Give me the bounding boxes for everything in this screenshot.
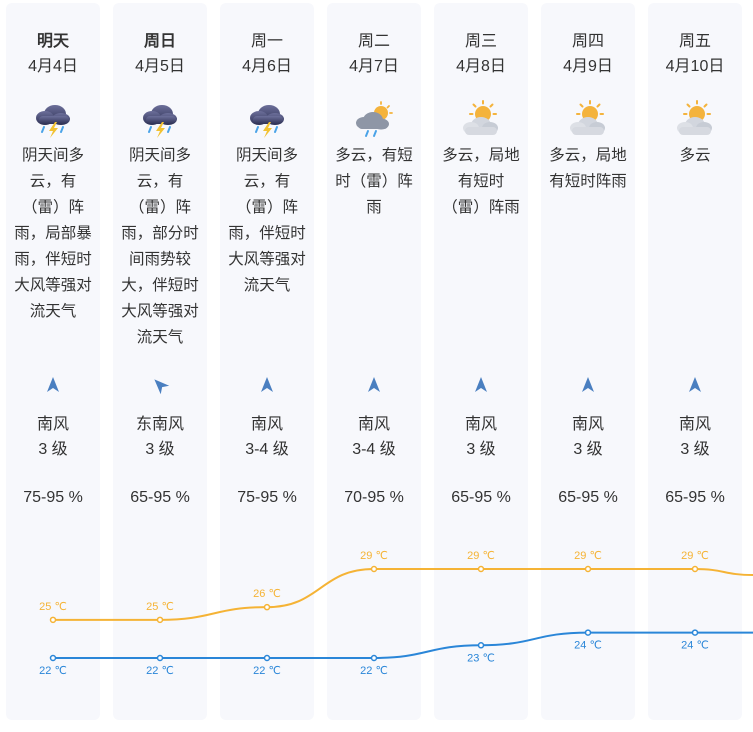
day-date: 4月4日 [28,58,78,75]
thunderstorm-icon [33,100,73,140]
thunderstorm-icon [140,100,180,140]
wind-level: 3 级 [38,441,68,458]
weather-description: 多云，局地有短时（雷）阵雨 [442,147,520,216]
day-column: 周三 4月8日 多云，局地有短时（雷）阵雨 南风 3 级 65-95 % [434,3,528,720]
weather-description: 多云 [679,147,711,164]
humidity: 65-95 % [665,489,725,506]
wind-arrow-icon [471,375,491,395]
day-name: 周二 [357,33,390,50]
wind-level: 3 级 [680,441,710,458]
weather-description: 多云，有短时（雷）阵雨 [335,147,413,216]
day-column: 周二 4月7日 多云，有短时（雷）阵雨 南风 3-4 级 70-95 % [327,3,421,720]
wind-direction: 东南风 [135,416,184,433]
cloudy-rain-icon [354,100,394,140]
wind-direction: 南风 [571,416,604,433]
partly-cloudy-icon [568,100,608,140]
day-date: 4月6日 [242,58,292,75]
wind-level: 3-4 级 [245,441,289,458]
humidity: 65-95 % [451,489,511,506]
weather-description: 阴天间多云，有（雷）阵雨，部分时间雨势较大，伴短时大风等强对流天气 [121,147,199,346]
humidity: 75-95 % [237,489,297,506]
wind-direction: 南风 [36,416,69,433]
day-date: 4月9日 [563,58,613,75]
wind-direction: 南风 [678,416,711,433]
wind-arrow-icon [43,375,63,395]
day-column: 明天 4月4日 阴天间多云，有（雷）阵雨，局部暴雨，伴短时大风等强对流天气 南风… [6,3,100,720]
wind-arrow-icon [364,375,384,395]
partly-cloudy-icon [675,100,715,140]
humidity: 70-95 % [344,489,404,506]
wind-direction: 南风 [464,416,497,433]
weather-description: 阴天间多云，有（雷）阵雨，伴短时大风等强对流天气 [228,147,306,294]
day-name: 周日 [143,33,176,50]
day-date: 4月7日 [349,58,399,75]
day-column: 周日 4月5日 阴天间多云，有（雷）阵雨，部分时间雨势较大，伴短时大风等强对流天… [113,3,207,720]
humidity: 75-95 % [23,489,83,506]
partly-cloudy-icon [461,100,501,140]
day-name: 周五 [678,33,711,50]
day-name: 周四 [571,33,604,50]
wind-arrow-icon [150,375,170,395]
wind-arrow-icon [578,375,598,395]
weather-description: 阴天间多云，有（雷）阵雨，局部暴雨，伴短时大风等强对流天气 [14,147,92,320]
day-date: 4月10日 [665,58,725,75]
day-column: 周一 4月6日 阴天间多云，有（雷）阵雨，伴短时大风等强对流天气 南风 3-4 … [220,3,314,720]
wind-arrow-icon [257,375,277,395]
day-name: 周一 [250,33,283,50]
day-date: 4月5日 [135,58,185,75]
humidity: 65-95 % [130,489,190,506]
wind-arrow-icon [685,375,705,395]
wind-level: 3 级 [466,441,496,458]
day-name: 明天 [36,33,69,50]
day-column: 周四 4月9日 多云，局地有短时阵雨 南风 3 级 65-95 % [541,3,635,720]
wind-direction: 南风 [250,416,283,433]
day-date: 4月8日 [456,58,506,75]
day-name: 周三 [464,33,497,50]
wind-direction: 南风 [357,416,390,433]
weather-description: 多云，局地有短时阵雨 [549,147,627,190]
wind-level: 3 级 [573,441,603,458]
day-column: 周五 4月10日 多云 南风 3 级 65-95 % [648,3,742,720]
thunderstorm-icon [247,100,287,140]
wind-level: 3-4 级 [352,441,396,458]
humidity: 65-95 % [558,489,618,506]
wind-level: 3 级 [145,441,175,458]
